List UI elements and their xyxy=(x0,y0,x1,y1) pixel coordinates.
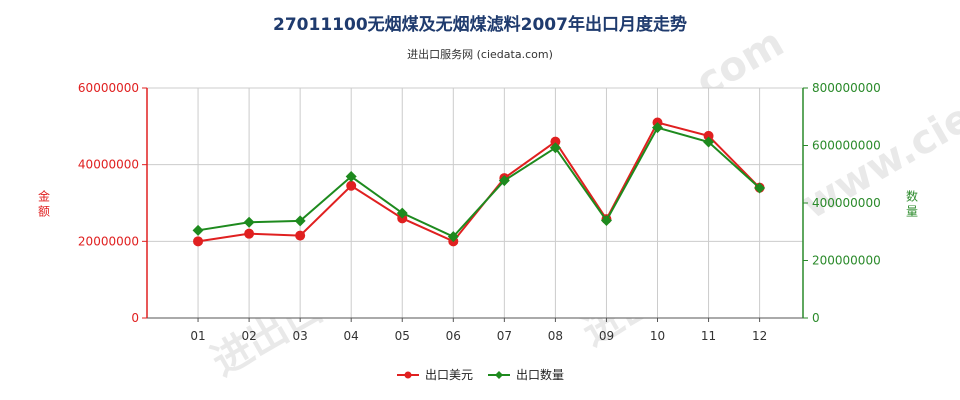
x-axis-tick-label: 01 xyxy=(190,329,205,343)
left-axis-title-char: 额 xyxy=(38,205,50,219)
left-axis-tick-label: 0 xyxy=(131,311,139,325)
right-axis-title-char: 量 xyxy=(906,205,918,219)
series-2-point xyxy=(703,136,715,148)
series-2-point xyxy=(192,224,204,236)
right-axis-title: 数量 xyxy=(906,189,918,219)
legend-marker-1 xyxy=(404,371,412,379)
series-1-point xyxy=(295,230,306,241)
series-2-point xyxy=(345,171,357,183)
x-axis-tick-label: 10 xyxy=(650,329,665,343)
series-2-point xyxy=(396,207,408,219)
series-2-point xyxy=(600,215,612,227)
x-axis-tick-label: 03 xyxy=(293,329,308,343)
x-axis-tick-label: 09 xyxy=(599,329,614,343)
series-1-point xyxy=(244,228,255,239)
series-line-2 xyxy=(197,126,761,238)
left-axis-tick-label: 20000000 xyxy=(78,234,139,248)
series-1-point xyxy=(346,180,357,191)
x-axis-tick-label: 05 xyxy=(395,329,410,343)
legend-marker-2 xyxy=(495,371,503,379)
series-2-point xyxy=(652,122,664,134)
right-axis-tick-label: 400000000 xyxy=(812,196,881,210)
x-axis-tick-label: 12 xyxy=(752,329,767,343)
x-axis-tick-label: 02 xyxy=(241,329,256,343)
x-axis-tick-label: 07 xyxy=(497,329,512,343)
left-axis-tick-label: 60000000 xyxy=(78,81,139,95)
series-2-point xyxy=(549,142,561,154)
x-axis-tick-label: 06 xyxy=(446,329,461,343)
legend-label-1: 出口美元 xyxy=(425,368,473,382)
series-2-point xyxy=(294,215,306,227)
right-axis-tick-label: 0 xyxy=(812,311,820,325)
series-2-point xyxy=(498,175,510,187)
left-axis-title-char: 金 xyxy=(38,189,50,204)
left-axis-tick-label: 40000000 xyxy=(78,158,139,172)
x-axis-tick-label: 04 xyxy=(344,329,359,343)
series-2-point xyxy=(447,231,459,243)
right-axis-tick-label: 200000000 xyxy=(812,254,881,268)
chart-subtitle: 进出口服务网 (ciedata.com) xyxy=(407,48,553,61)
right-axis-tick-label: 600000000 xyxy=(812,139,881,153)
series-1-point xyxy=(703,130,714,141)
series-1-point xyxy=(193,236,204,247)
series-2-point xyxy=(243,216,255,228)
series-2-point xyxy=(754,182,766,194)
x-axis-tick-label: 11 xyxy=(701,329,716,343)
right-axis-tick-label: 800000000 xyxy=(812,81,881,95)
chart-title: 27011100无烟煤及无烟煤滤料2007年出口月度走势 xyxy=(273,15,687,35)
plot-area xyxy=(147,88,803,318)
x-axis-tick-label: 08 xyxy=(548,329,563,343)
right-axis-title-char: 数 xyxy=(906,189,918,204)
series-1-point xyxy=(550,136,561,147)
legend-label-2: 出口数量 xyxy=(516,367,564,382)
left-axis-title: 金额 xyxy=(38,189,50,219)
